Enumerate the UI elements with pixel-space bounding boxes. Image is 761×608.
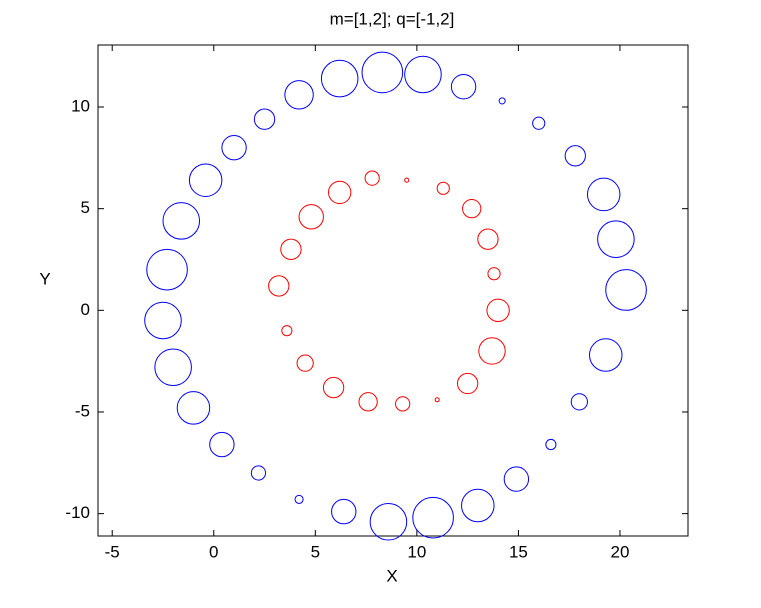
marker — [250, 465, 267, 481]
marker — [478, 337, 506, 365]
marker — [361, 51, 404, 94]
marker — [503, 466, 530, 492]
marker — [253, 108, 276, 130]
marker — [331, 498, 357, 525]
marker — [462, 199, 482, 219]
x-tick-label: 10 — [407, 542, 426, 561]
marker — [545, 438, 557, 451]
marker — [221, 134, 247, 161]
marker — [369, 502, 408, 541]
x-axis-label: X — [386, 566, 397, 585]
marker — [294, 494, 304, 504]
marker — [146, 248, 188, 291]
marker — [597, 220, 635, 258]
y-axis-label: Y — [39, 269, 50, 288]
marker — [281, 325, 293, 337]
x-tick-label: 5 — [311, 542, 320, 561]
marker — [487, 267, 501, 281]
marker — [605, 269, 647, 311]
marker — [284, 80, 314, 110]
marker — [176, 391, 211, 425]
marker — [144, 301, 182, 340]
plot-frame — [97, 44, 689, 537]
marker — [162, 202, 201, 240]
x-tick-label: -5 — [105, 542, 120, 561]
marker — [436, 181, 450, 195]
x-tick-label: 20 — [611, 542, 630, 561]
marker — [188, 163, 223, 197]
marker — [320, 59, 359, 98]
marker — [434, 397, 440, 403]
marker — [477, 228, 499, 250]
marker — [412, 496, 454, 539]
marker — [461, 488, 495, 523]
marker — [268, 275, 290, 297]
y-tick-label: 5 — [81, 198, 90, 217]
marker — [154, 348, 192, 387]
marker — [209, 431, 235, 458]
marker — [296, 354, 314, 372]
marker — [532, 116, 546, 130]
x-tick-label: 0 — [209, 542, 218, 561]
y-tick-label: -5 — [75, 401, 90, 420]
marker — [298, 204, 324, 230]
chart-title: m=[1,2]; q=[-1,2] — [330, 9, 455, 28]
marker — [588, 338, 623, 372]
marker — [586, 177, 621, 212]
y-tick-label: -10 — [65, 503, 90, 522]
marker — [364, 170, 380, 186]
y-tick-label: 0 — [81, 300, 90, 319]
x-tick-label: 15 — [509, 542, 528, 561]
marker — [322, 376, 345, 399]
marker — [395, 396, 411, 412]
marker — [280, 238, 302, 260]
marker — [498, 97, 506, 105]
marker — [564, 145, 586, 167]
marker — [404, 55, 442, 94]
marker — [358, 392, 378, 412]
marker — [456, 372, 479, 395]
marker — [450, 73, 477, 100]
y-tick-label: 10 — [71, 96, 90, 115]
marker — [328, 180, 352, 205]
marker — [404, 177, 410, 183]
marker — [486, 298, 510, 322]
marker — [570, 393, 588, 411]
